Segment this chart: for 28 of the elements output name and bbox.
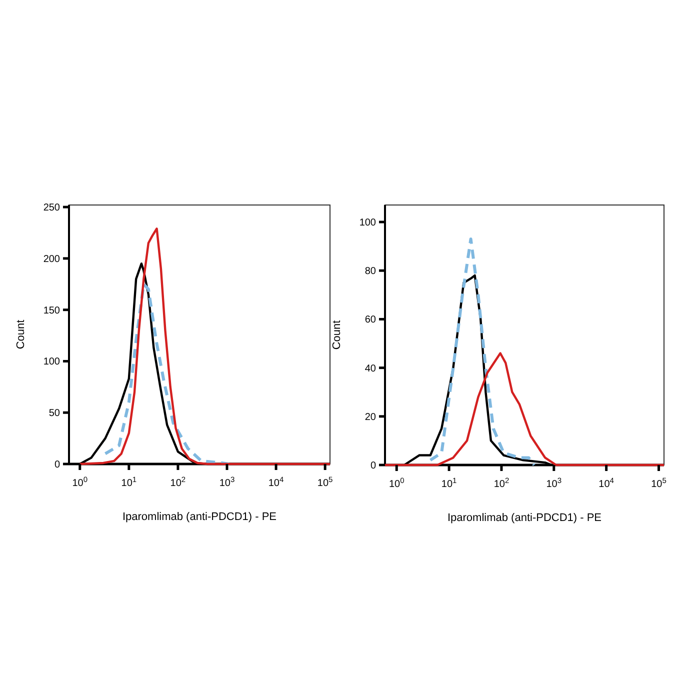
y-tick-label: 200 xyxy=(43,254,60,265)
y-tick-label: 100 xyxy=(359,218,376,229)
y-tick-label: 20 xyxy=(364,412,376,423)
x-tick-label: 10$^{1}$ xyxy=(121,474,137,489)
x-tick-label: 10$^{3}$ xyxy=(219,474,235,489)
x-tick-label: 10$^{2}$ xyxy=(170,474,186,489)
y-tick-label: 0 xyxy=(54,460,60,470)
y-tick-label: 80 xyxy=(364,266,376,278)
y-tick-label: 150 xyxy=(43,305,60,316)
y-tick-label: 40 xyxy=(364,363,376,374)
x-tick-label: 10$^{4}$ xyxy=(268,474,284,489)
y-tick-label: 100 xyxy=(43,356,60,368)
y-axis-title: Count xyxy=(15,320,27,350)
x-axis-title: Iparomlimab (anti-PDCD1) - PE xyxy=(447,512,602,524)
y-tick-label: 250 xyxy=(43,202,60,214)
x-tick-label: 10$^{3}$ xyxy=(546,476,562,490)
x-tick-label: 10$^{2}$ xyxy=(494,476,510,490)
y-tick-label: 50 xyxy=(48,408,60,420)
x-tick-label: 10$^{0}$ xyxy=(72,474,88,489)
y-axis-title: Count xyxy=(331,320,343,350)
x-tick-label: 10$^{4}$ xyxy=(598,476,614,490)
y-tick-label: 60 xyxy=(364,314,376,326)
y-tick-label: 0 xyxy=(370,460,376,472)
x-tick-label: 10$^{0}$ xyxy=(388,476,404,490)
x-tick-label: 10$^{5}$ xyxy=(317,474,333,489)
x-tick-label: 10$^{5}$ xyxy=(651,476,666,490)
x-tick-label: 10$^{1}$ xyxy=(441,476,457,490)
x-axis-title: Iparomlimab (anti-PDCD1) - PE xyxy=(122,511,277,523)
